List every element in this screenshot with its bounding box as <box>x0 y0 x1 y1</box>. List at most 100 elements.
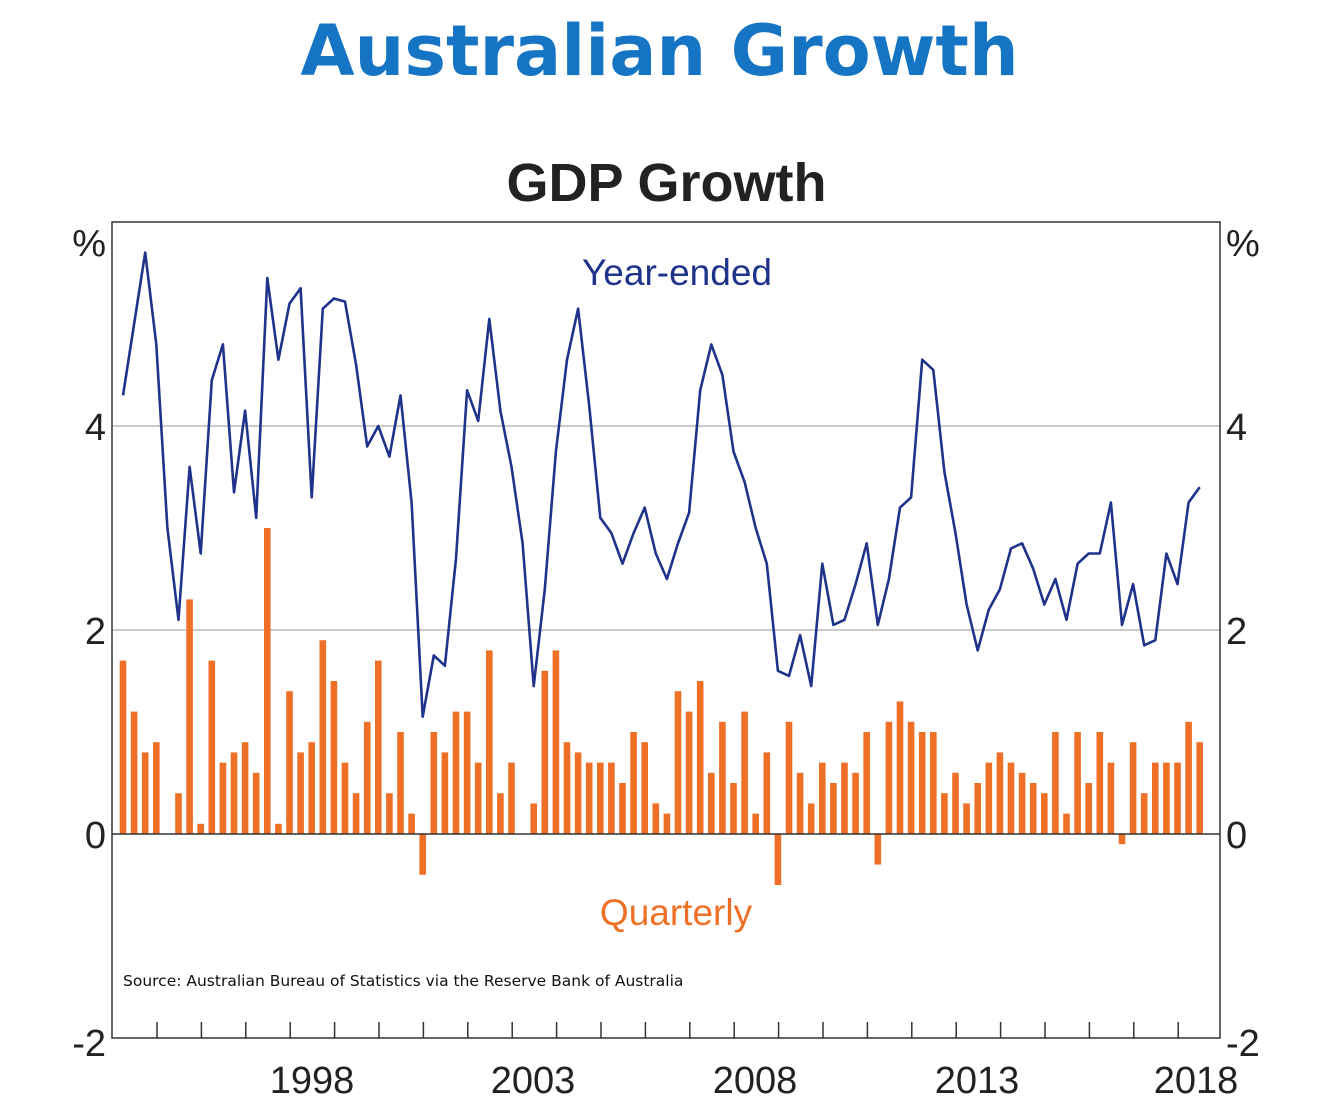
quarterly-bar <box>874 834 882 865</box>
quarterly-bar <box>141 752 149 834</box>
quarterly-bar <box>574 752 582 834</box>
quarterly-bar <box>186 599 193 834</box>
quarterly-bar <box>119 660 127 834</box>
quarterly-bar <box>974 783 981 834</box>
quarterly-bar <box>741 711 748 834</box>
year-ended-line-layer <box>121 251 1201 719</box>
quarterly-bar <box>685 711 693 834</box>
quarterly-bar <box>1196 742 1203 834</box>
quarterly-bar <box>774 834 782 885</box>
quarterly-bar <box>275 823 282 834</box>
axes <box>111 221 1221 1039</box>
quarterly-bar <box>241 742 249 834</box>
quarterly-bar <box>885 721 893 834</box>
quarterly-bar <box>952 772 959 834</box>
quarterly-bar <box>1074 732 1081 834</box>
quarterly-bar <box>663 813 671 834</box>
quarterly-bar <box>674 691 682 834</box>
quarterly-bar <box>230 752 238 834</box>
quarterly-bar <box>441 752 449 834</box>
quarterly-bar <box>1163 762 1170 834</box>
plot-frame <box>111 221 1221 1039</box>
source-note: Source: Australian Bureau of Statistics … <box>123 972 683 990</box>
quarterly-bar <box>652 803 660 834</box>
quarterly-bar <box>463 711 471 834</box>
page-title: Australian Growth <box>300 10 1019 92</box>
quarterly-bar <box>763 752 771 834</box>
y-tick-label-left: 2 <box>85 611 106 653</box>
quarterly-bar <box>286 691 293 834</box>
quarterly-bar <box>563 742 571 834</box>
series-label-year-ended: Year-ended <box>582 252 772 293</box>
quarterly-bar <box>630 732 637 834</box>
quarterly-bar <box>408 813 415 834</box>
x-tick-label: 2013 <box>935 1060 1020 1102</box>
y-tick-label-left: 0 <box>85 815 106 857</box>
y-tick-label-right: -2 <box>1226 1023 1260 1065</box>
quarterly-bar <box>1029 783 1037 834</box>
quarterly-bar <box>930 732 937 834</box>
quarterly-bar <box>830 783 837 834</box>
quarterly-bar <box>996 752 1004 834</box>
year-ended-line <box>121 251 1201 719</box>
quarterly-bars <box>119 528 1203 885</box>
quarterly-bar <box>807 803 815 834</box>
quarterly-bar <box>430 732 438 834</box>
quarterly-bar <box>1018 772 1026 834</box>
x-tick-label: 2008 <box>713 1060 798 1102</box>
quarterly-bar <box>752 813 759 834</box>
quarterly-bar <box>785 721 793 834</box>
quarterly-bar <box>1007 762 1015 834</box>
quarterly-bar <box>585 762 593 834</box>
quarterly-bar <box>1052 732 1059 834</box>
y-tick-label-right: 4 <box>1226 407 1247 449</box>
quarterly-bar <box>352 793 360 834</box>
quarterly-bar <box>341 762 349 834</box>
quarterly-bar <box>896 701 904 834</box>
quarterly-bar <box>1096 732 1104 834</box>
quarterly-bar <box>153 742 160 834</box>
quarterly-bar <box>1129 742 1137 834</box>
quarterly-bar <box>264 528 271 834</box>
quarterly-bar <box>619 783 626 834</box>
quarterly-bar <box>330 681 338 834</box>
x-tick-label: 1998 <box>270 1060 355 1102</box>
quarterly-bar <box>175 793 182 834</box>
quarterly-bar <box>508 762 515 834</box>
quarterly-bar <box>608 762 615 834</box>
gridlines <box>112 425 1220 631</box>
quarterly-bar <box>219 762 227 834</box>
quarterly-bar <box>130 711 138 834</box>
quarterly-bar <box>907 721 915 834</box>
quarterly-bar <box>1118 834 1126 845</box>
quarterly-bar <box>641 742 648 834</box>
quarterly-bar <box>730 783 737 834</box>
y-tick-label-left: 4 <box>85 407 106 449</box>
quarterly-bar <box>208 660 216 834</box>
x-tick-label: 2018 <box>1154 1060 1239 1102</box>
quarterly-bar <box>918 732 926 834</box>
quarterly-bar <box>252 772 260 834</box>
quarterly-bar <box>474 762 482 834</box>
quarterly-bar <box>308 742 315 834</box>
y-tick-label-right: 2 <box>1226 611 1247 653</box>
quarterly-bar <box>1085 783 1092 834</box>
y-unit-right: % <box>1226 223 1260 265</box>
quarterly-bar <box>1107 762 1115 834</box>
axis-labels: -2 -2 0 0 2 2 4 4% % 1998 2003 2008 2013 2018 <box>72 223 1260 1102</box>
quarterly-bar <box>597 762 604 834</box>
quarterly-bar <box>397 732 404 834</box>
series-label-quarterly: Quarterly <box>600 892 753 933</box>
quarterly-bar <box>319 640 327 834</box>
quarterly-bar <box>708 772 715 834</box>
quarterly-bar <box>1185 721 1192 834</box>
quarterly-bar <box>452 711 460 834</box>
quarterly-bar <box>552 650 560 834</box>
quarterly-bar <box>796 772 804 834</box>
quarterly-bar <box>819 762 826 834</box>
quarterly-bar <box>719 721 726 834</box>
quarterly-bar <box>419 834 426 875</box>
quarterly-bar <box>497 793 504 834</box>
quarterly-bar <box>375 660 382 834</box>
